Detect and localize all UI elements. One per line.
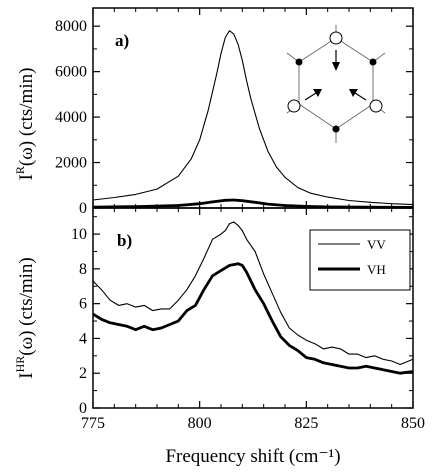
panel-a-ylabel: IR(ω) (cts/min) [13,68,37,181]
panel-a-ticks: 0 2000 4000 6000 8000 [55,8,414,217]
atom-filled [369,58,377,66]
arrowhead-icon [349,89,358,97]
panel-a-ylabel-rest: (ω) (cts/min) [16,68,37,167]
arrowhead-icon [313,89,322,97]
atom-filled [295,58,303,66]
panel-b-ticks: 0 2 4 6 8 10 775 800 825 850 [71,208,425,432]
y-tick-label: 8000 [55,18,87,35]
panel-b-series [92,221,414,375]
panel-b-ylabel-sup: HR [13,356,27,373]
atom-open [369,99,383,113]
panel-a-ylabel-main: I [16,174,37,180]
y-tick-label: 6 [79,296,87,313]
panel-a-series [92,30,414,209]
y-tick-label: 2000 [55,155,87,172]
displacement-arrow [354,92,367,101]
legend-label-vv: VV [367,237,386,252]
y-tick-label: 2 [79,365,87,382]
panel-b-ylabel: IHR(ω) (cts/min) [13,257,37,379]
x-tick-label: 775 [81,415,105,432]
atom-filled [332,125,340,133]
atom-open [329,31,343,45]
atom-open [287,99,301,113]
x-tick-label: 850 [401,415,425,432]
legend-box [309,229,411,291]
y-tick-label: 8 [79,261,87,278]
legend-label-vh: VH [367,262,386,277]
y-tick-label: 10 [71,226,87,243]
panel-a-series-thick-line [92,198,414,209]
y-tick-label: 4 [79,330,87,347]
panel-b-series-vh-line [92,262,414,375]
x-tick-label: 825 [294,415,318,432]
y-tick-label: 4000 [55,109,87,126]
y-tick-label: 6000 [55,64,87,81]
panel-a: 0 2000 4000 6000 8000 a) IR(ω) (cts/min) [13,7,414,217]
panel-b-frame [92,207,414,409]
panel-b-label: b) [117,231,132,250]
hexagon-mode-diagram [286,25,386,143]
panel-a-ylabel-sup: R [13,166,27,174]
panel-a-label: a) [115,31,129,50]
panel-b-series-vv-line [92,221,414,366]
panel-b: 0 2 4 6 8 10 775 800 825 850 b) VV VH IHR(ω) (cts… [13,207,425,432]
panel-a-series-thin-line [92,30,414,206]
panel-b-ylabel-main: I [16,372,37,378]
x-axis-title: Frequency shift (cm⁻¹) [165,446,340,467]
y-tick-label: 0 [79,200,87,217]
panel-b-ylabel-rest: (ω) (cts/min) [16,257,37,356]
y-tick-label: 0 [79,400,87,417]
x-tick-label: 800 [188,415,212,432]
arrowhead-icon [332,62,340,71]
displacement-arrow [304,92,317,101]
legend: VV VH [309,229,411,291]
